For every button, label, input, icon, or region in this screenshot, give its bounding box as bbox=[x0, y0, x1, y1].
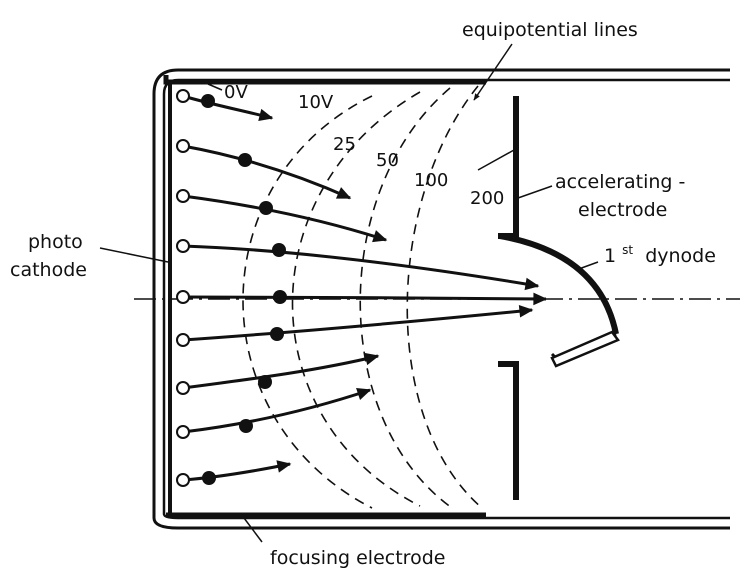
trajectory-7 bbox=[182, 352, 380, 390]
equipotential-line-50 bbox=[359, 87, 453, 509]
focusing-electrode bbox=[163, 75, 486, 518]
potential-0v-label: 0V bbox=[224, 82, 248, 103]
potential-50-label: 50 bbox=[376, 150, 399, 171]
potential-200-label: 200 bbox=[470, 188, 504, 209]
electron-dot bbox=[272, 243, 286, 257]
first-dynode-text: dynode bbox=[639, 245, 716, 267]
electron-dot bbox=[238, 153, 252, 167]
trajectory-8 bbox=[182, 388, 372, 434]
trajectory-1 bbox=[182, 94, 274, 122]
leader-lines bbox=[99, 43, 599, 543]
trajectory-5 bbox=[182, 292, 548, 306]
potential-100-label: 100 bbox=[414, 170, 448, 191]
electron-dot bbox=[201, 94, 215, 108]
electron-dot bbox=[270, 327, 284, 341]
cathode-emission-points bbox=[176, 89, 190, 487]
first-dynode-label: 1 st dynode bbox=[604, 237, 716, 267]
leader-focusing bbox=[243, 517, 263, 543]
emission-point bbox=[176, 139, 190, 153]
leader-200 bbox=[477, 149, 515, 171]
equipotential-lines bbox=[242, 85, 483, 509]
accelerating-electrode-label-line2: electrode bbox=[578, 199, 667, 221]
accelerating-electrode-label-line1: accelerating - bbox=[555, 171, 685, 193]
trajectory-3 bbox=[182, 194, 388, 243]
potential-25-label: 25 bbox=[333, 134, 356, 155]
electron-trajectories bbox=[182, 94, 548, 482]
electron-dot bbox=[202, 471, 216, 485]
emission-point bbox=[176, 333, 190, 347]
potential-10v-label: 10V bbox=[298, 92, 334, 113]
focusing-electrode-label: focusing electrode bbox=[270, 547, 445, 569]
equipotential-line-25 bbox=[291, 91, 421, 507]
photocathode-label-line1: photo bbox=[28, 231, 83, 253]
electron-dot bbox=[259, 201, 273, 215]
emission-point bbox=[176, 381, 190, 395]
leader-accelerating bbox=[517, 185, 553, 199]
emission-point bbox=[176, 425, 190, 439]
trajectory-2 bbox=[182, 144, 352, 200]
leader-0v bbox=[207, 83, 223, 91]
electron-dot bbox=[258, 375, 272, 389]
equipotential-line-100 bbox=[406, 85, 483, 509]
electrons bbox=[201, 94, 287, 485]
emission-point bbox=[176, 89, 190, 103]
equipotential-line-10v bbox=[242, 95, 373, 509]
electron-dot bbox=[239, 419, 253, 433]
emission-point bbox=[176, 290, 190, 304]
accelerating-electrode-upper bbox=[498, 96, 519, 239]
leader-photocathode bbox=[99, 247, 169, 263]
trajectory-9 bbox=[182, 460, 292, 482]
first-dynode bbox=[499, 233, 620, 368]
tube-outer-wall bbox=[152, 68, 730, 530]
electron-dot bbox=[273, 290, 287, 304]
trajectory-4 bbox=[182, 244, 540, 291]
accelerating-electrode-lower bbox=[498, 361, 519, 500]
emission-point bbox=[176, 189, 190, 203]
leader-dynode bbox=[575, 261, 599, 271]
leader-equipotential bbox=[473, 43, 513, 101]
equipotential-lines-label: equipotential lines bbox=[462, 19, 638, 41]
first-dynode-number: 1 bbox=[604, 245, 616, 267]
photocathode-label-line2: cathode bbox=[10, 259, 87, 281]
emission-point bbox=[176, 473, 190, 487]
trajectory-6 bbox=[182, 304, 534, 342]
first-dynode-superscript: st bbox=[622, 243, 633, 257]
emission-point bbox=[176, 239, 190, 253]
